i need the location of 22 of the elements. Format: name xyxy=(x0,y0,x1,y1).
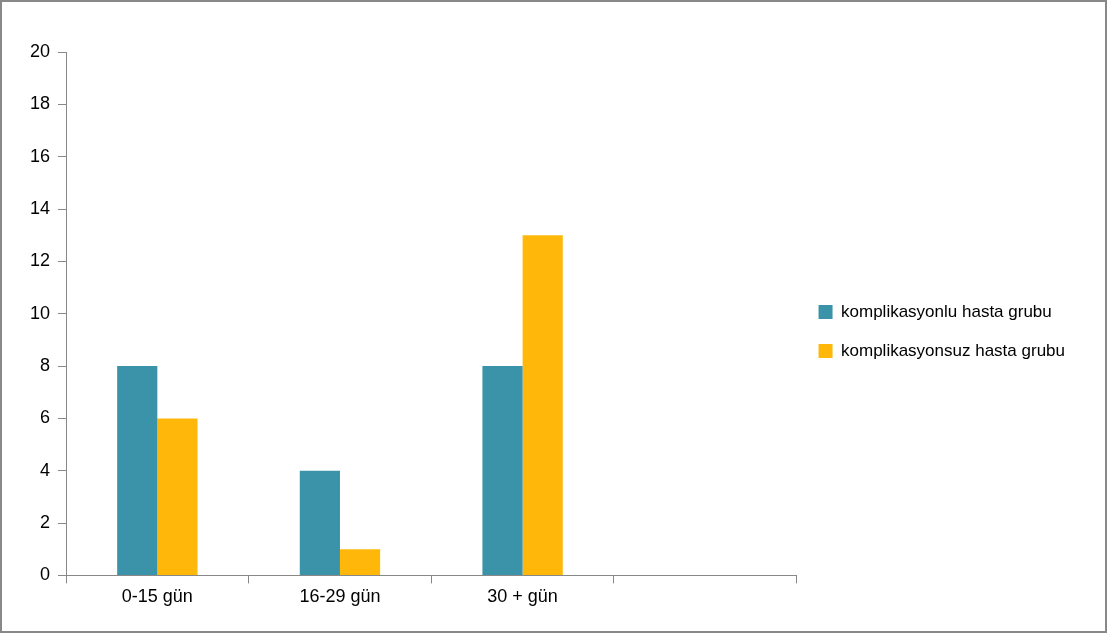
y-tick-label: 14 xyxy=(29,197,51,218)
bar xyxy=(157,418,198,575)
legend-label: komplikasyonlu hasta grubu xyxy=(841,301,1052,321)
legend-label: komplikasyonsuz hasta grubu xyxy=(841,340,1066,360)
y-tick-label: 2 xyxy=(40,512,51,533)
y-tick-label: 6 xyxy=(40,407,51,428)
bar xyxy=(299,470,340,575)
y-tick-label: 8 xyxy=(40,355,51,376)
y-tick-label: 16 xyxy=(29,145,51,166)
y-tick-label: 18 xyxy=(29,93,51,114)
bar xyxy=(482,366,523,575)
bar xyxy=(522,235,563,575)
y-tick-label: 0 xyxy=(40,564,51,585)
x-tick-label: 30 + gün xyxy=(487,586,558,607)
bar xyxy=(117,366,158,575)
x-tick-label: 0-15 gün xyxy=(121,586,193,607)
y-tick-label: 4 xyxy=(40,459,51,480)
y-tick-label: 20 xyxy=(29,40,51,61)
bar xyxy=(339,549,381,575)
y-tick-label: 12 xyxy=(29,250,51,271)
x-tick-label: 16-29 gün xyxy=(299,586,381,607)
y-tick-label: 10 xyxy=(29,302,51,323)
